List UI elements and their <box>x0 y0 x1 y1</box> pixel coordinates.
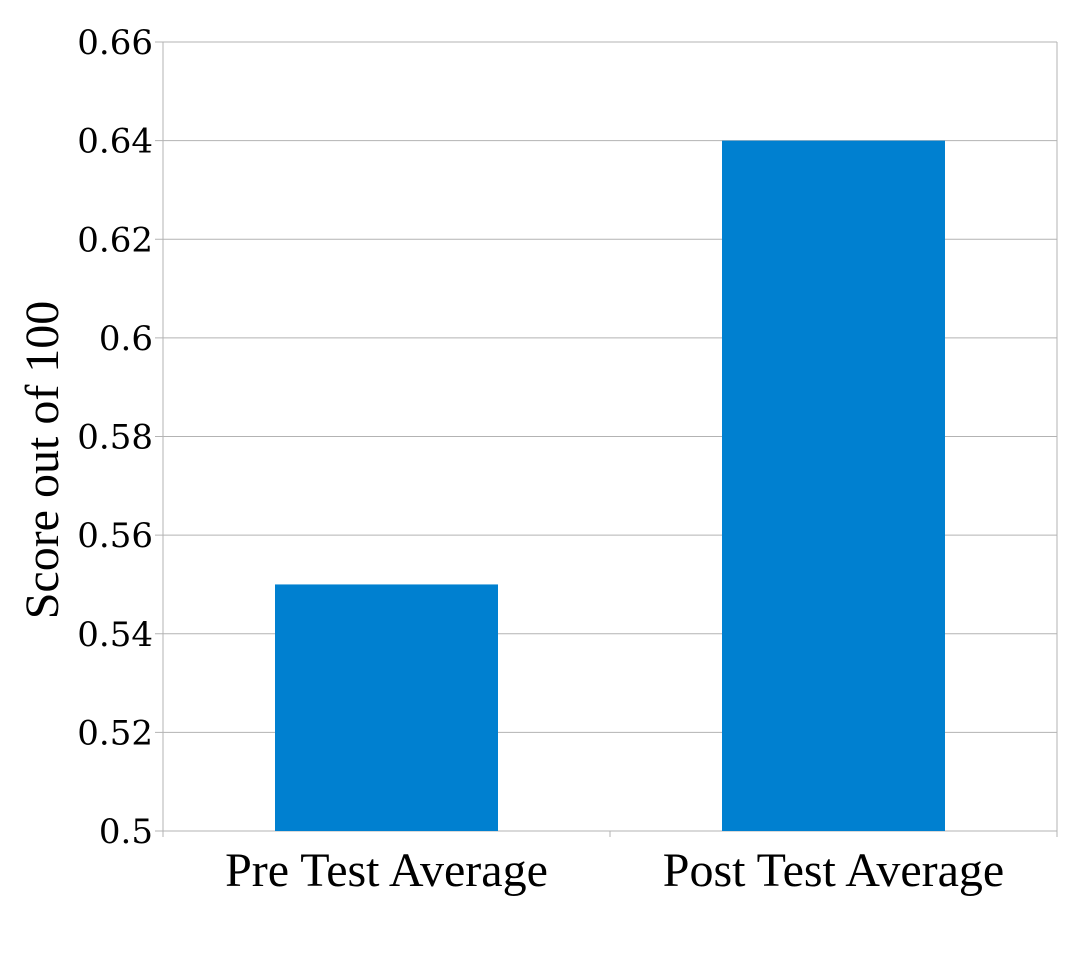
axes <box>155 41 1058 837</box>
y-tick-label: 0.56 <box>77 516 153 556</box>
x-category-label: Post Test Average <box>663 844 1004 897</box>
bar <box>722 140 945 831</box>
y-tick-label: 0.66 <box>77 23 153 63</box>
y-tick-label: 0.5 <box>99 812 153 852</box>
y-tick-label: 0.54 <box>77 615 153 655</box>
bar <box>275 584 498 831</box>
tick-labels: 0.5 0.52 0.54 0.56 0.58 0.6 0.62 0.64 0.66 Pre Te… <box>77 23 1004 897</box>
y-tick-label: 0.58 <box>77 418 153 458</box>
x-category-label: Pre Test Average <box>225 844 548 897</box>
y-tick-label: 0.52 <box>77 713 153 753</box>
y-tick-label: 0.62 <box>77 220 153 260</box>
y-tick-label: 0.64 <box>77 122 153 162</box>
y-axis-title: Score out of 100 <box>16 301 69 620</box>
bars <box>275 140 945 831</box>
y-tick-label: 0.6 <box>99 319 153 359</box>
